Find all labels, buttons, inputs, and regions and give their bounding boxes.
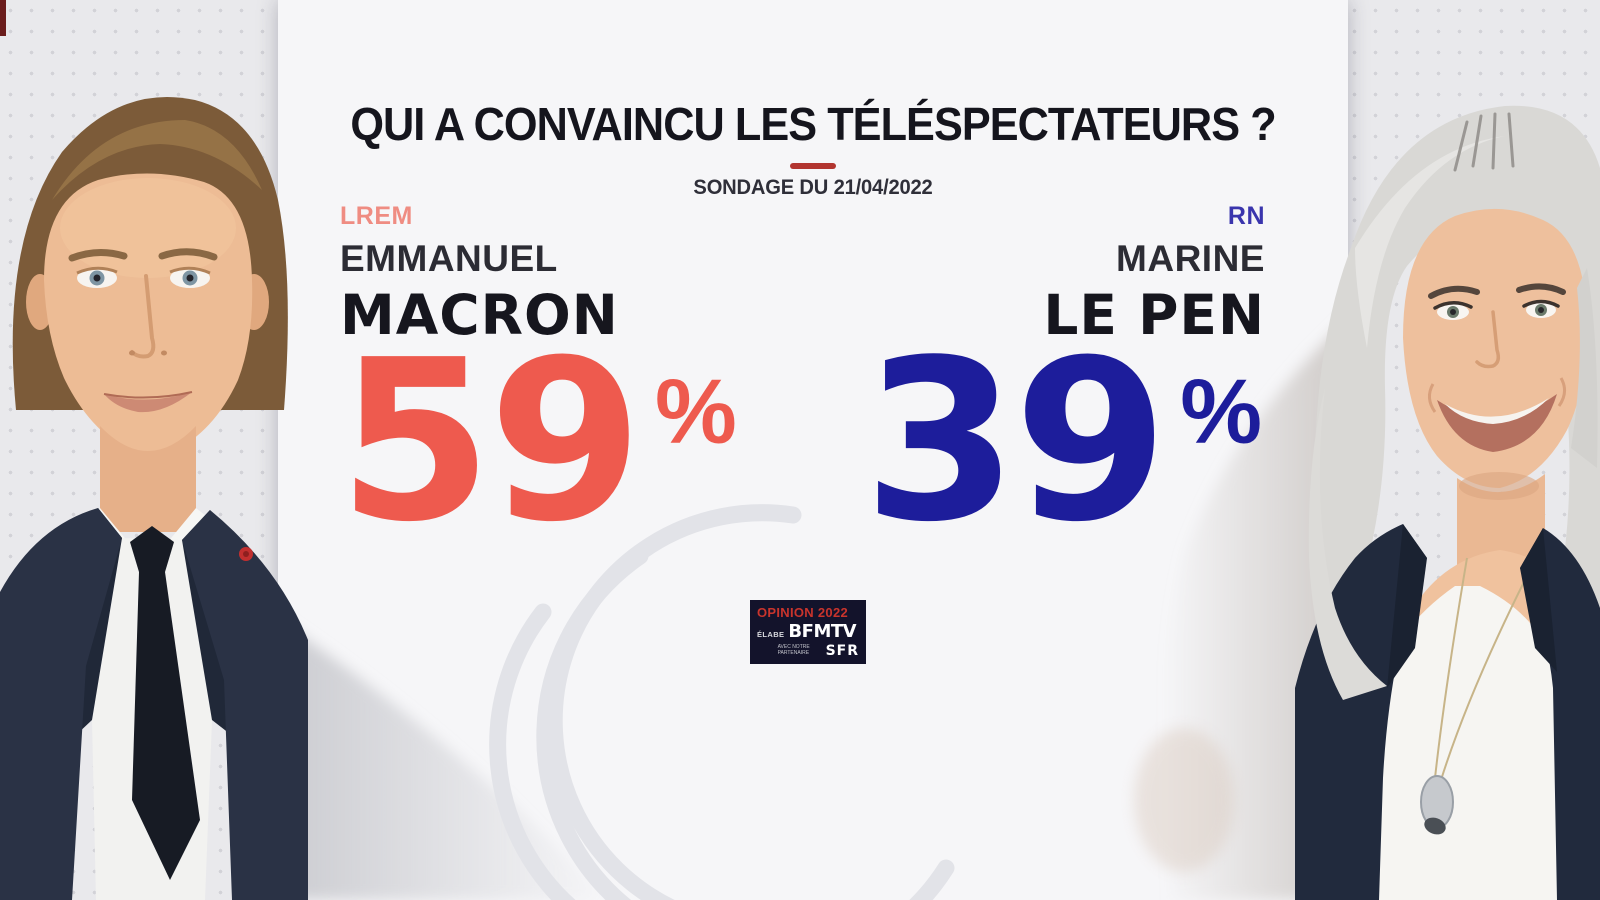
page-title: QUI A CONVAINCU LES TÉLÉSPECTATEURS ? bbox=[350, 98, 1276, 150]
poll-date-subtitle: SONDAGE DU 21/04/2022 bbox=[693, 176, 933, 199]
lepen-photo bbox=[1295, 0, 1600, 900]
partner-note: AVEC NOTRE PARTENAIRE bbox=[777, 644, 810, 656]
last-name-macron: MACRON bbox=[340, 283, 619, 347]
screen-edge-artifact bbox=[0, 0, 6, 36]
first-name-macron: EMMANUEL bbox=[340, 238, 558, 279]
party-label-lrem: LREM bbox=[340, 202, 413, 230]
pollster-logo: ÉLABE bbox=[757, 630, 785, 639]
program-label: OPINION 2022 bbox=[757, 605, 849, 620]
score-macron: 59 % bbox=[338, 313, 737, 571]
poll-card: QUI A CONVAINCU LES TÉLÉSPECTATEURS ? SO… bbox=[278, 0, 1348, 900]
score-value-lepen: 39 bbox=[863, 313, 1168, 571]
score-lepen: 39 % bbox=[863, 313, 1262, 571]
party-label-rn: RN bbox=[1227, 202, 1265, 230]
candidate-left-labels: LREM EMMANUEL MACRON bbox=[340, 202, 619, 347]
last-name-lepen: LE PEN bbox=[1043, 283, 1265, 347]
title-divider-dash bbox=[790, 163, 836, 169]
percent-sign-lepen: % bbox=[1180, 361, 1262, 463]
score-value-macron: 59 bbox=[338, 313, 643, 571]
first-name-lepen: MARINE bbox=[1116, 238, 1265, 279]
sfr-logo: SFR bbox=[825, 643, 859, 659]
bfmtv-logo: BFMTV bbox=[788, 621, 857, 642]
macron-photo bbox=[0, 0, 308, 900]
candidate-right-labels: RN MARINE LE PEN bbox=[1043, 202, 1265, 347]
percent-sign-macron: % bbox=[654, 361, 737, 463]
brand-logo: OPINION 2022 ÉLABE BFMTV AVEC NOTRE PART… bbox=[750, 600, 866, 664]
